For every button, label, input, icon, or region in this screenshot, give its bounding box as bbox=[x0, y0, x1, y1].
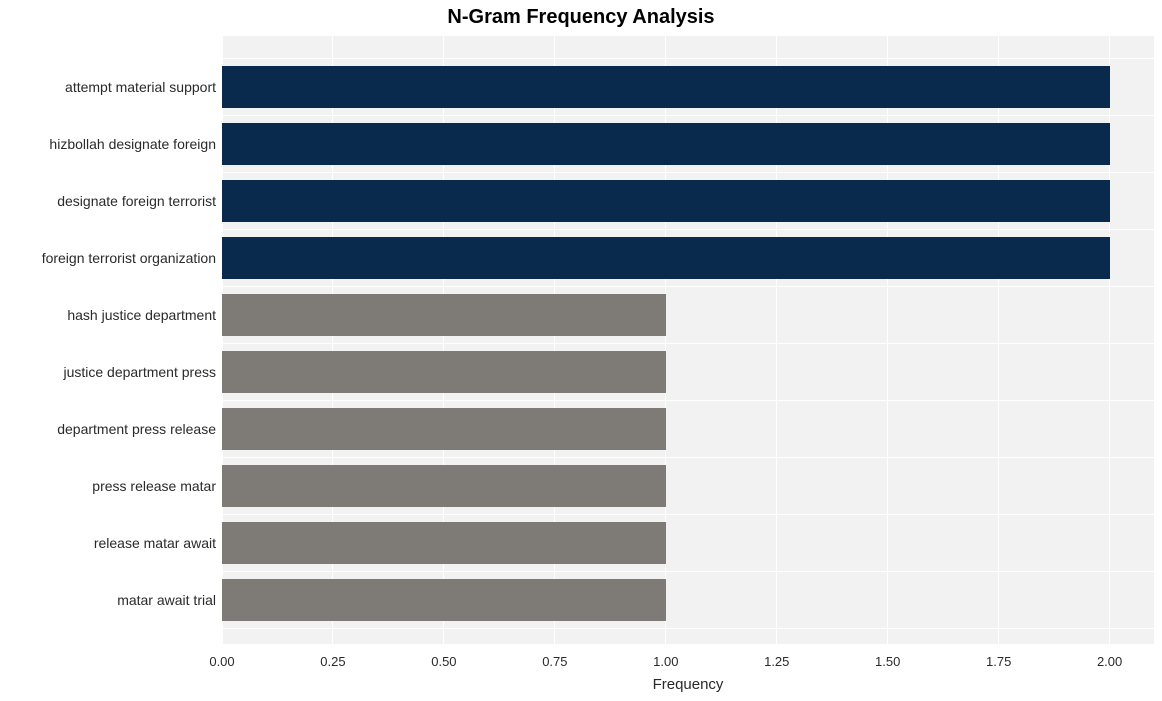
x-tick-label: 1.00 bbox=[653, 654, 678, 669]
bar bbox=[222, 522, 666, 564]
bar bbox=[222, 408, 666, 450]
x-tick-label: 0.75 bbox=[542, 654, 567, 669]
bar bbox=[222, 180, 1110, 222]
x-tick-label: 1.75 bbox=[986, 654, 1011, 669]
bar bbox=[222, 465, 666, 507]
x-tick-label: 0.25 bbox=[320, 654, 345, 669]
bar bbox=[222, 294, 666, 336]
x-tick-label: 2.00 bbox=[1097, 654, 1122, 669]
chart-title: N-Gram Frequency Analysis bbox=[0, 6, 1162, 29]
x-tick-label: 0.50 bbox=[431, 654, 456, 669]
y-tick-label: designate foreign terrorist bbox=[57, 193, 216, 209]
y-tick-label: press release matar bbox=[92, 478, 216, 494]
bar bbox=[222, 123, 1110, 165]
y-tick-label: hash justice department bbox=[67, 307, 216, 323]
bar bbox=[222, 237, 1110, 279]
y-tick-label: department press release bbox=[57, 421, 216, 437]
bar bbox=[222, 66, 1110, 108]
bar bbox=[222, 351, 666, 393]
x-tick-label: 1.25 bbox=[764, 654, 789, 669]
y-tick-label: release matar await bbox=[94, 535, 216, 551]
y-tick-label: foreign terrorist organization bbox=[42, 250, 216, 266]
y-tick-label: justice department press bbox=[63, 364, 216, 380]
y-tick-label: matar await trial bbox=[117, 592, 216, 608]
x-axis-title: Frequency bbox=[653, 676, 724, 693]
ngram-chart: N-Gram Frequency Analysis attempt materi… bbox=[0, 0, 1162, 701]
x-tick-label: 1.50 bbox=[875, 654, 900, 669]
x-tick-label: 0.00 bbox=[209, 654, 234, 669]
bar bbox=[222, 579, 666, 621]
y-tick-label: hizbollah designate foreign bbox=[49, 136, 216, 152]
y-tick-label: attempt material support bbox=[65, 79, 216, 95]
plot-area bbox=[222, 36, 1154, 644]
